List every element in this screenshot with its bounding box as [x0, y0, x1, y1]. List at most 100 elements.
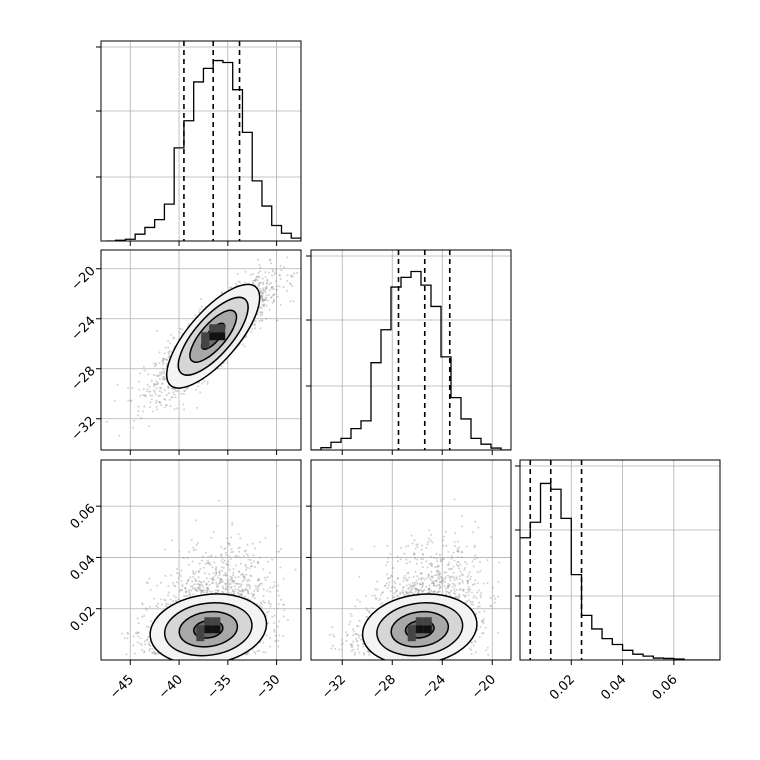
scatter-point	[481, 632, 484, 635]
scatter-point	[181, 583, 184, 586]
scatter-point	[238, 550, 241, 553]
scatter-point	[267, 293, 270, 296]
scatter-point	[273, 585, 276, 588]
scatter-point	[234, 576, 237, 579]
scatter-point	[245, 573, 248, 576]
scatter-point	[202, 591, 205, 594]
scatter-point	[257, 578, 260, 581]
scatter-point	[215, 566, 218, 569]
scatter-point	[167, 340, 170, 343]
scatter-point	[439, 572, 442, 575]
scatter-point	[471, 583, 474, 586]
scatter-point	[356, 648, 359, 651]
scatter-point	[139, 372, 142, 375]
scatter-point	[410, 534, 413, 537]
scatter-point	[148, 605, 151, 608]
scatter-point	[220, 560, 223, 563]
scatter-point	[264, 299, 267, 302]
scatter-point	[269, 586, 272, 589]
scatter-point	[260, 295, 263, 298]
scatter-point	[140, 417, 143, 420]
scatter-point	[441, 558, 444, 561]
scatter-point	[264, 298, 267, 301]
scatter-point	[245, 553, 248, 556]
scatter-point	[273, 273, 276, 276]
scatter-point	[170, 539, 173, 542]
scatter-point	[416, 543, 419, 546]
scatter-point	[278, 550, 281, 553]
scatter-point	[226, 541, 229, 544]
scatter-point	[282, 577, 285, 580]
scatter-point	[427, 589, 430, 592]
scatter-layer	[121, 499, 301, 660]
scatter-point	[266, 280, 269, 283]
scatter-point	[159, 598, 162, 601]
scatter-point	[244, 589, 247, 592]
scatter-point	[259, 306, 262, 309]
scatter-point	[157, 381, 160, 384]
scatter-point	[164, 599, 167, 602]
scatter-point	[475, 596, 478, 599]
scatter-point	[192, 570, 195, 573]
scatter-point	[225, 553, 228, 556]
scatter-point	[177, 598, 180, 601]
scatter-point	[167, 346, 170, 349]
scatter-point	[167, 356, 170, 359]
scatter-point	[259, 556, 262, 559]
scatter-point	[277, 603, 280, 606]
scatter-point	[345, 639, 348, 642]
scatter-point	[252, 593, 255, 596]
scatter-point	[258, 263, 261, 266]
scatter-point	[421, 590, 424, 593]
scatter-point	[270, 286, 273, 289]
scatter-point	[157, 375, 160, 378]
scatter-point	[158, 401, 161, 404]
scatter-point	[259, 314, 262, 317]
scatter-point	[236, 272, 239, 275]
scatter-point	[346, 634, 349, 637]
scatter-point	[222, 587, 225, 590]
scatter-point	[197, 588, 200, 591]
scatter-point	[199, 588, 202, 591]
scatter-point	[137, 635, 140, 638]
scatter-point	[385, 582, 388, 585]
scatter-point	[290, 275, 293, 278]
scatter-point	[211, 566, 214, 569]
scatter-point	[184, 587, 187, 590]
scatter-point	[224, 547, 227, 550]
scatter-point	[205, 577, 208, 580]
scatter-point	[271, 268, 274, 271]
scatter-point	[233, 590, 236, 593]
scatter-point	[174, 390, 177, 393]
scatter-point	[276, 525, 279, 528]
scatter-point	[260, 306, 263, 309]
scatter-point	[374, 588, 377, 591]
scatter-point	[229, 578, 232, 581]
scatter-point	[203, 380, 206, 383]
scatter-point	[138, 380, 141, 383]
scatter-point	[160, 373, 163, 376]
scatter-point	[229, 582, 232, 585]
scatter-point	[159, 581, 162, 584]
scatter-point	[221, 579, 224, 582]
scatter-point	[141, 602, 144, 605]
scatter-point	[278, 274, 281, 277]
scatter-point	[263, 601, 266, 604]
scatter-point	[227, 585, 230, 588]
scatter-point	[272, 294, 275, 297]
scatter-point	[160, 603, 163, 606]
density-cell	[204, 625, 213, 634]
scatter-point	[332, 633, 335, 636]
scatter-point	[127, 387, 130, 390]
scatter-point	[259, 266, 262, 269]
scatter-point	[153, 362, 156, 365]
scatter-point	[167, 591, 170, 594]
scatter-point	[188, 593, 191, 596]
scatter-point	[151, 651, 154, 654]
scatter-point	[211, 590, 214, 593]
scatter-point	[215, 585, 218, 588]
scatter-point	[242, 575, 245, 578]
scatter-point	[261, 291, 264, 294]
scatter-point	[206, 382, 209, 385]
scatter-point	[265, 317, 268, 320]
